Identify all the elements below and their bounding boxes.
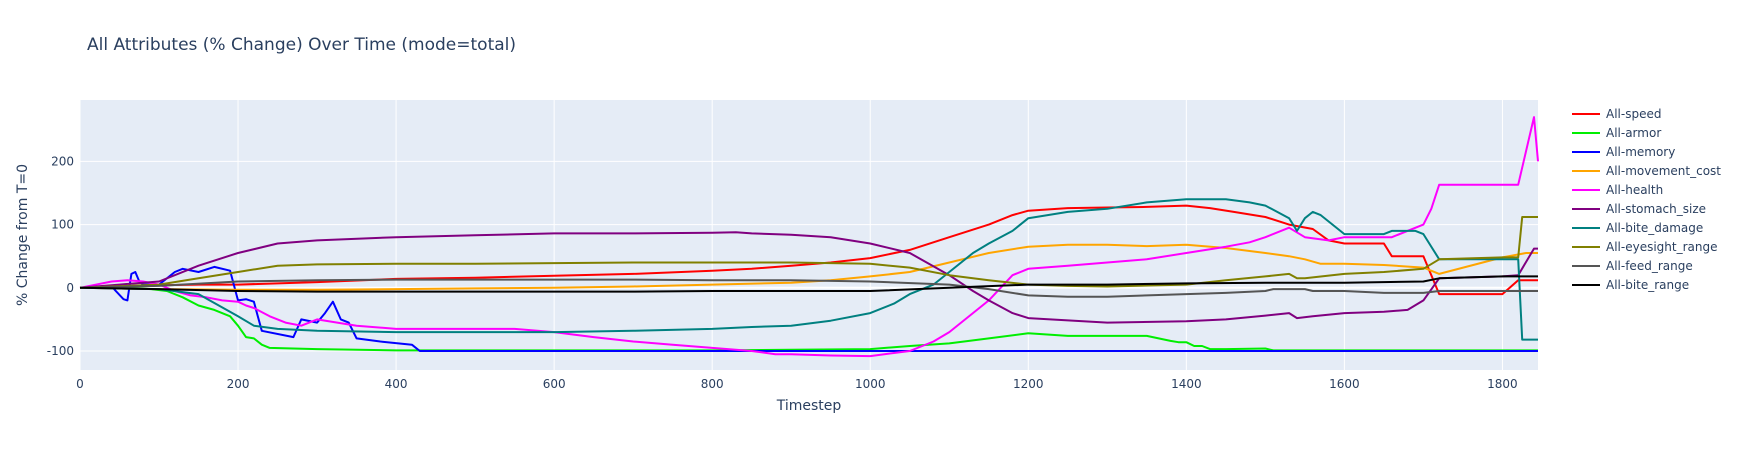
legend[interactable]: All-speed All-armor All-memory All-movement… xyxy=(1572,107,1721,292)
legend-item[interactable]: All-movement_cost xyxy=(1572,164,1721,178)
series-line-all-bite-damage xyxy=(79,198,1538,341)
legend-item[interactable]: All-armor xyxy=(1572,126,1661,140)
legend-item[interactable]: All-stomach_size xyxy=(1572,202,1706,216)
legend-label: All-bite_range xyxy=(1606,278,1689,292)
x-axis-label: Timestep xyxy=(776,398,842,414)
series-line-all-health xyxy=(79,116,1539,358)
legend-item[interactable]: All-bite_range xyxy=(1572,278,1689,292)
x-tick-label: 1800 xyxy=(1487,377,1518,391)
legend-item[interactable]: All-speed xyxy=(1572,107,1661,121)
legend-item[interactable]: All-bite_damage xyxy=(1572,221,1703,235)
x-tick-label: 400 xyxy=(385,377,408,391)
legend-label: All-health xyxy=(1606,183,1663,197)
x-axis-ticks: 0 200 400 600 800 1000 1200 1400 1600 1800 xyxy=(76,377,1518,391)
y-axis-ticks: -100 0 100 200 xyxy=(47,154,74,358)
x-tick-label: 600 xyxy=(543,377,566,391)
x-tick-label: 0 xyxy=(76,377,84,391)
legend-label: All-speed xyxy=(1606,107,1661,121)
series-line-all-bite-range xyxy=(79,275,1538,293)
legend-label: All-bite_damage xyxy=(1606,221,1703,235)
y-tick-label: 200 xyxy=(51,154,74,168)
series-line-all-movement-cost xyxy=(79,243,1538,291)
legend-label: All-armor xyxy=(1606,126,1661,140)
x-tick-label: 1200 xyxy=(1013,377,1044,391)
legend-item[interactable]: All-health xyxy=(1572,183,1663,197)
y-tick-label: 0 xyxy=(66,281,74,295)
legend-item[interactable]: All-feed_range xyxy=(1572,259,1693,273)
y-tick-label: -100 xyxy=(47,344,74,358)
legend-item[interactable]: All-eyesight_range xyxy=(1572,240,1717,254)
series-line-all-feed-range xyxy=(79,278,1538,298)
series-line-all-stomach-size xyxy=(79,231,1538,324)
legend-label: All-memory xyxy=(1606,145,1675,159)
legend-label: All-eyesight_range xyxy=(1606,240,1717,254)
legend-label: All-movement_cost xyxy=(1606,164,1721,178)
chart-title: All Attributes (% Change) Over Time (mod… xyxy=(87,35,516,55)
legend-label: All-feed_range xyxy=(1606,259,1693,273)
x-tick-label: 1600 xyxy=(1329,377,1360,391)
x-tick-label: 800 xyxy=(701,377,724,391)
y-axis-label: % Change from T=0 xyxy=(15,164,31,306)
x-tick-label: 1000 xyxy=(855,377,886,391)
series-lines xyxy=(79,116,1539,358)
legend-item[interactable]: All-memory xyxy=(1572,145,1675,159)
x-tick-label: 200 xyxy=(227,377,250,391)
series-line-all-armor xyxy=(80,286,1538,352)
x-tick-label: 1400 xyxy=(1171,377,1202,391)
y-tick-label: 100 xyxy=(51,218,74,232)
legend-label: All-stomach_size xyxy=(1606,202,1706,216)
